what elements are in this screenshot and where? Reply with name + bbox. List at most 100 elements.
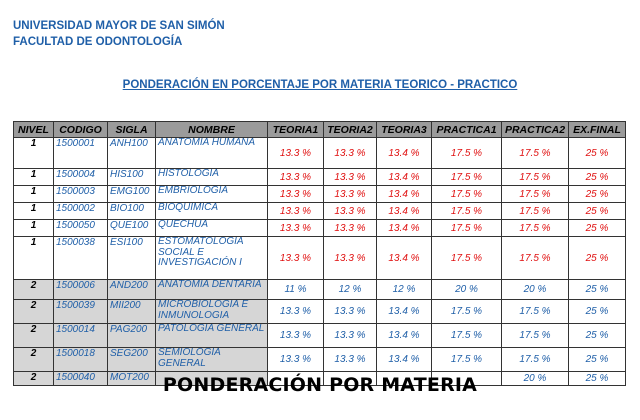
cell-sigla: SEG200: [107, 347, 156, 372]
cell-nombre: MICROBIOLOGIA E INMUNOLOGIA: [155, 299, 268, 324]
cell-ex: 25 %: [568, 137, 626, 169]
table-row: 2 1500039 MII200 MICROBIOLOGIA E INMUNOLOGI…: [13, 299, 626, 324]
cell-nivel: 2: [13, 323, 54, 348]
cell-ex: 25 %: [568, 279, 626, 300]
cell-codigo: 1500004: [53, 168, 108, 186]
cell-codigo: 1500018: [53, 347, 108, 372]
cell-p2: 20 %: [501, 279, 569, 300]
cell-t1: 13.3 %: [267, 236, 324, 280]
cell-nivel: 1: [13, 202, 54, 220]
cell-nivel: 2: [13, 279, 54, 300]
cell-t1: 11 %: [267, 279, 324, 300]
faculty-name: FACULTAD DE ODONTOLOGÍA: [13, 36, 183, 48]
table-row: 1 1500003 EMG100 EMBRIOLOGIA 13.3 % 13.3 % 13.…: [13, 185, 626, 203]
cell-p1: 20 %: [431, 279, 502, 300]
cell-ex: 25 %: [568, 347, 626, 372]
cell-t1: 13.3 %: [267, 347, 324, 372]
table-row: 1 1500002 BIO100 BIOQUIMICA 13.3 % 13.3 % 13.4…: [13, 202, 626, 220]
cell-t3: 13.4 %: [376, 202, 432, 220]
cell-nombre: [155, 371, 268, 386]
column-header: NIVEL: [13, 121, 54, 138]
cell-sigla: MOT200: [107, 371, 156, 386]
cell-ex: 25 %: [568, 236, 626, 280]
cell-nombre: ANATOMIA HUMANA: [155, 137, 268, 169]
cell-sigla: ESI100: [107, 236, 156, 280]
document-title: PONDERACIÓN EN PORCENTAJE POR MATERIA TE…: [122, 79, 518, 91]
cell-codigo: 1500014: [53, 323, 108, 348]
cell-t2: 13.3 %: [323, 299, 377, 324]
cell-ex: 25 %: [568, 323, 626, 348]
cell-t2: 13.3 %: [323, 219, 377, 237]
cell-codigo: 1500003: [53, 185, 108, 203]
table-row: 1 1500004 HIS100 HISTOLOGIA 13.3 % 13.3 % 13.4…: [13, 168, 626, 186]
column-header: TEORIA3: [376, 121, 432, 138]
cell-t3: 13.4 %: [376, 168, 432, 186]
cell-p1: 17.5 %: [431, 185, 502, 203]
overlay-caption: PONDERACIÓN POR MATERIA: [162, 374, 478, 396]
cell-ex: 25 %: [568, 371, 626, 386]
cell-t3: 13.4 %: [376, 299, 432, 324]
column-header: TEORIA1: [267, 121, 324, 138]
table-header-row: NIVEL CODIGO SIGLA NOMBRE TEORIA1 TEORIA…: [13, 121, 626, 138]
cell-t1: 13.3 %: [267, 202, 324, 220]
university-name: UNIVERSIDAD MAYOR DE SAN SIMÓN: [13, 20, 225, 32]
table-row: 1 1500050 QUE100 QUECHUA 13.3 % 13.3 % 13.4 % 1…: [13, 219, 626, 237]
column-header: TEORIA2: [323, 121, 377, 138]
cell-p2: 17.5 %: [501, 236, 569, 280]
cell-nombre: EMBRIOLOGIA: [155, 185, 268, 203]
cell-nivel: 2: [13, 347, 54, 372]
cell-p1: 17.5 %: [431, 347, 502, 372]
cell-ex: 25 %: [568, 168, 626, 186]
table-row: 1 1500001 ANH100 ANATOMIA HUMANA 13.3 % 13.3 …: [13, 137, 626, 169]
cell-t3: 13.4 %: [376, 347, 432, 372]
table-row: 2 1500014 PAG200 PATOLOGIA GENERAL 13.3 % 13.…: [13, 323, 626, 348]
column-header: PRACTICA1: [431, 121, 502, 138]
cell-nivel: 1: [13, 219, 54, 237]
cell-p2: 17.5 %: [501, 347, 569, 372]
cell-p1: 17.5 %: [431, 202, 502, 220]
cell-p1: 17.5 %: [431, 137, 502, 169]
cell-sigla: EMG100: [107, 185, 156, 203]
cell-p1: 17.5 %: [431, 236, 502, 280]
cell-t3: 13.4 %: [376, 236, 432, 280]
cell-t2: 13.3 %: [323, 185, 377, 203]
cell-t1: 13.3 %: [267, 137, 324, 169]
cell-sigla: BIO100: [107, 202, 156, 220]
cell-p1: 17.5 %: [431, 168, 502, 186]
cell-codigo: 1500040: [53, 371, 108, 386]
cell-ex: 25 %: [568, 299, 626, 324]
cell-ex: 25 %: [568, 185, 626, 203]
cell-codigo: 1500039: [53, 299, 108, 324]
document-header: UNIVERSIDAD MAYOR DE SAN SIMÓN FACULTAD …: [13, 18, 225, 50]
cell-nombre: PATOLOGIA GENERAL: [155, 323, 268, 348]
cell-t1: 13.3 %: [267, 185, 324, 203]
cell-nivel: 1: [13, 137, 54, 169]
cell-p2: 17.5 %: [501, 202, 569, 220]
column-header: PRACTICA2: [501, 121, 569, 138]
column-header: EX.FINAL: [568, 121, 626, 138]
cell-codigo: 1500002: [53, 202, 108, 220]
ponderation-table: NIVEL CODIGO SIGLA NOMBRE TEORIA1 TEORIA…: [13, 121, 626, 386]
cell-nombre: ESTOMATOLOGIA SOCIAL E INVESTIGACIÓN I: [155, 236, 268, 280]
cell-sigla: AND200: [107, 279, 156, 300]
cell-nombre: HISTOLOGIA: [155, 168, 268, 186]
table-row: 1 1500038 ESI100 ESTOMATOLOGIA SOCIAL E INV…: [13, 236, 626, 280]
table-row: 2 1500040 MOT200 20 % 25 %: [13, 371, 626, 386]
cell-codigo: 1500050: [53, 219, 108, 237]
column-header: NOMBRE: [155, 121, 268, 138]
cell-t2: 13.3 %: [323, 202, 377, 220]
cell-ex: 25 %: [568, 202, 626, 220]
cell-nivel: 1: [13, 185, 54, 203]
cell-p2: 17.5 %: [501, 168, 569, 186]
cell-p2: 17.5 %: [501, 185, 569, 203]
cell-sigla: QUE100: [107, 219, 156, 237]
cell-sigla: ANH100: [107, 137, 156, 169]
cell-t2: 12 %: [323, 279, 377, 300]
cell-nombre: BIOQUIMICA: [155, 202, 268, 220]
cell-p2: 17.5 %: [501, 137, 569, 169]
cell-t3: 12 %: [376, 279, 432, 300]
cell-sigla: PAG200: [107, 323, 156, 348]
cell-nombre: SEMIOLOGIA GENERAL: [155, 347, 268, 372]
cell-nivel: 2: [13, 371, 54, 386]
cell-t2: 13.3 %: [323, 168, 377, 186]
